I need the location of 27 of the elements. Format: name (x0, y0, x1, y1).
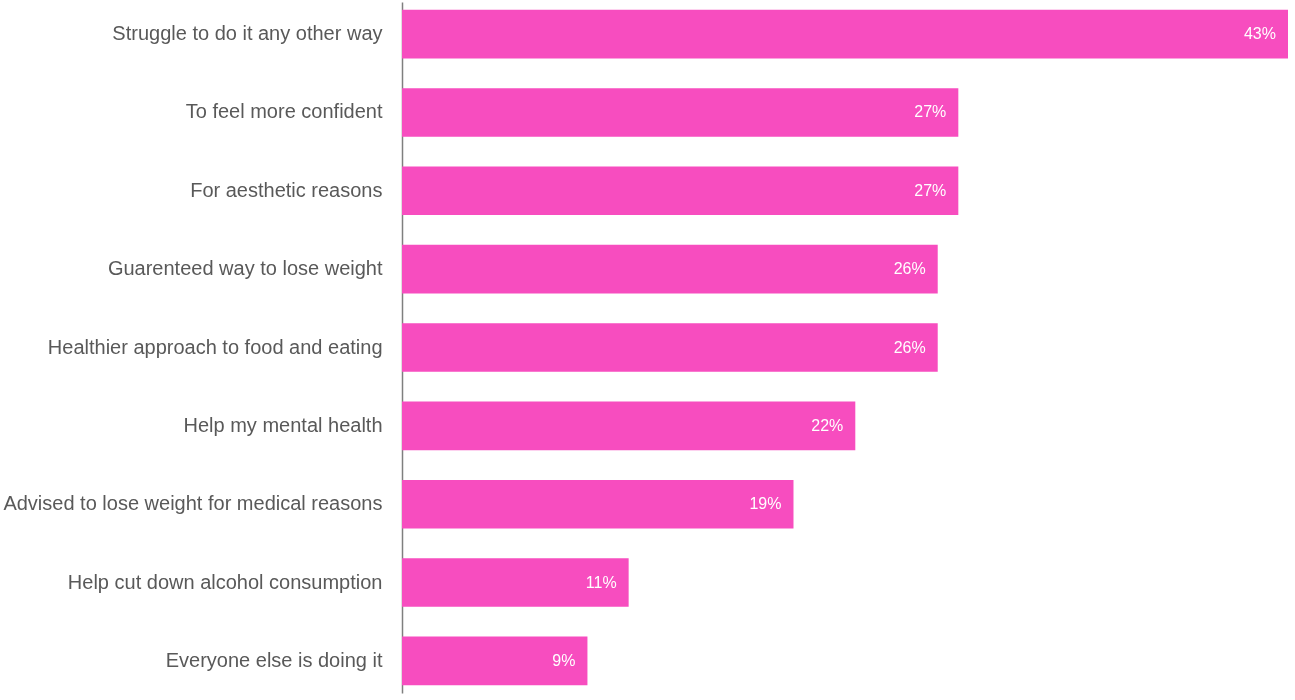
y-tick-label: Advised to lose weight for medical reasons (3, 492, 383, 515)
y-tick-label: Help cut down alcohol consumption (67, 570, 383, 593)
data-label: 9% (552, 651, 576, 669)
y-tick-label: For aesthetic reasons (190, 178, 383, 201)
bar (402, 166, 959, 216)
data-label: 22% (811, 416, 844, 434)
data-label: 27% (914, 103, 947, 121)
data-label: 43% (1243, 25, 1276, 43)
bar (402, 636, 588, 686)
bar (402, 323, 938, 372)
bar (402, 88, 959, 137)
data-label: 11% (585, 573, 617, 591)
bar (402, 244, 938, 294)
bar (402, 558, 629, 607)
y-tick-label: Healthier approach to food and eating (47, 335, 383, 358)
bar (402, 401, 856, 451)
y-tick-label: Help my mental health (183, 413, 383, 436)
data-label: 26% (893, 260, 926, 278)
bar (402, 9, 1288, 59)
bar (402, 479, 794, 529)
y-tick-label: Guarenteed way to lose weight (107, 257, 383, 280)
data-label: 27% (914, 181, 947, 199)
y-tick-label: Struggle to do it any other way (112, 22, 383, 45)
data-label: 19% (749, 495, 782, 513)
y-tick-label: Everyone else is doing it (165, 648, 383, 671)
y-tick-label: To feel more confident (185, 100, 383, 123)
data-label: 26% (893, 338, 926, 356)
